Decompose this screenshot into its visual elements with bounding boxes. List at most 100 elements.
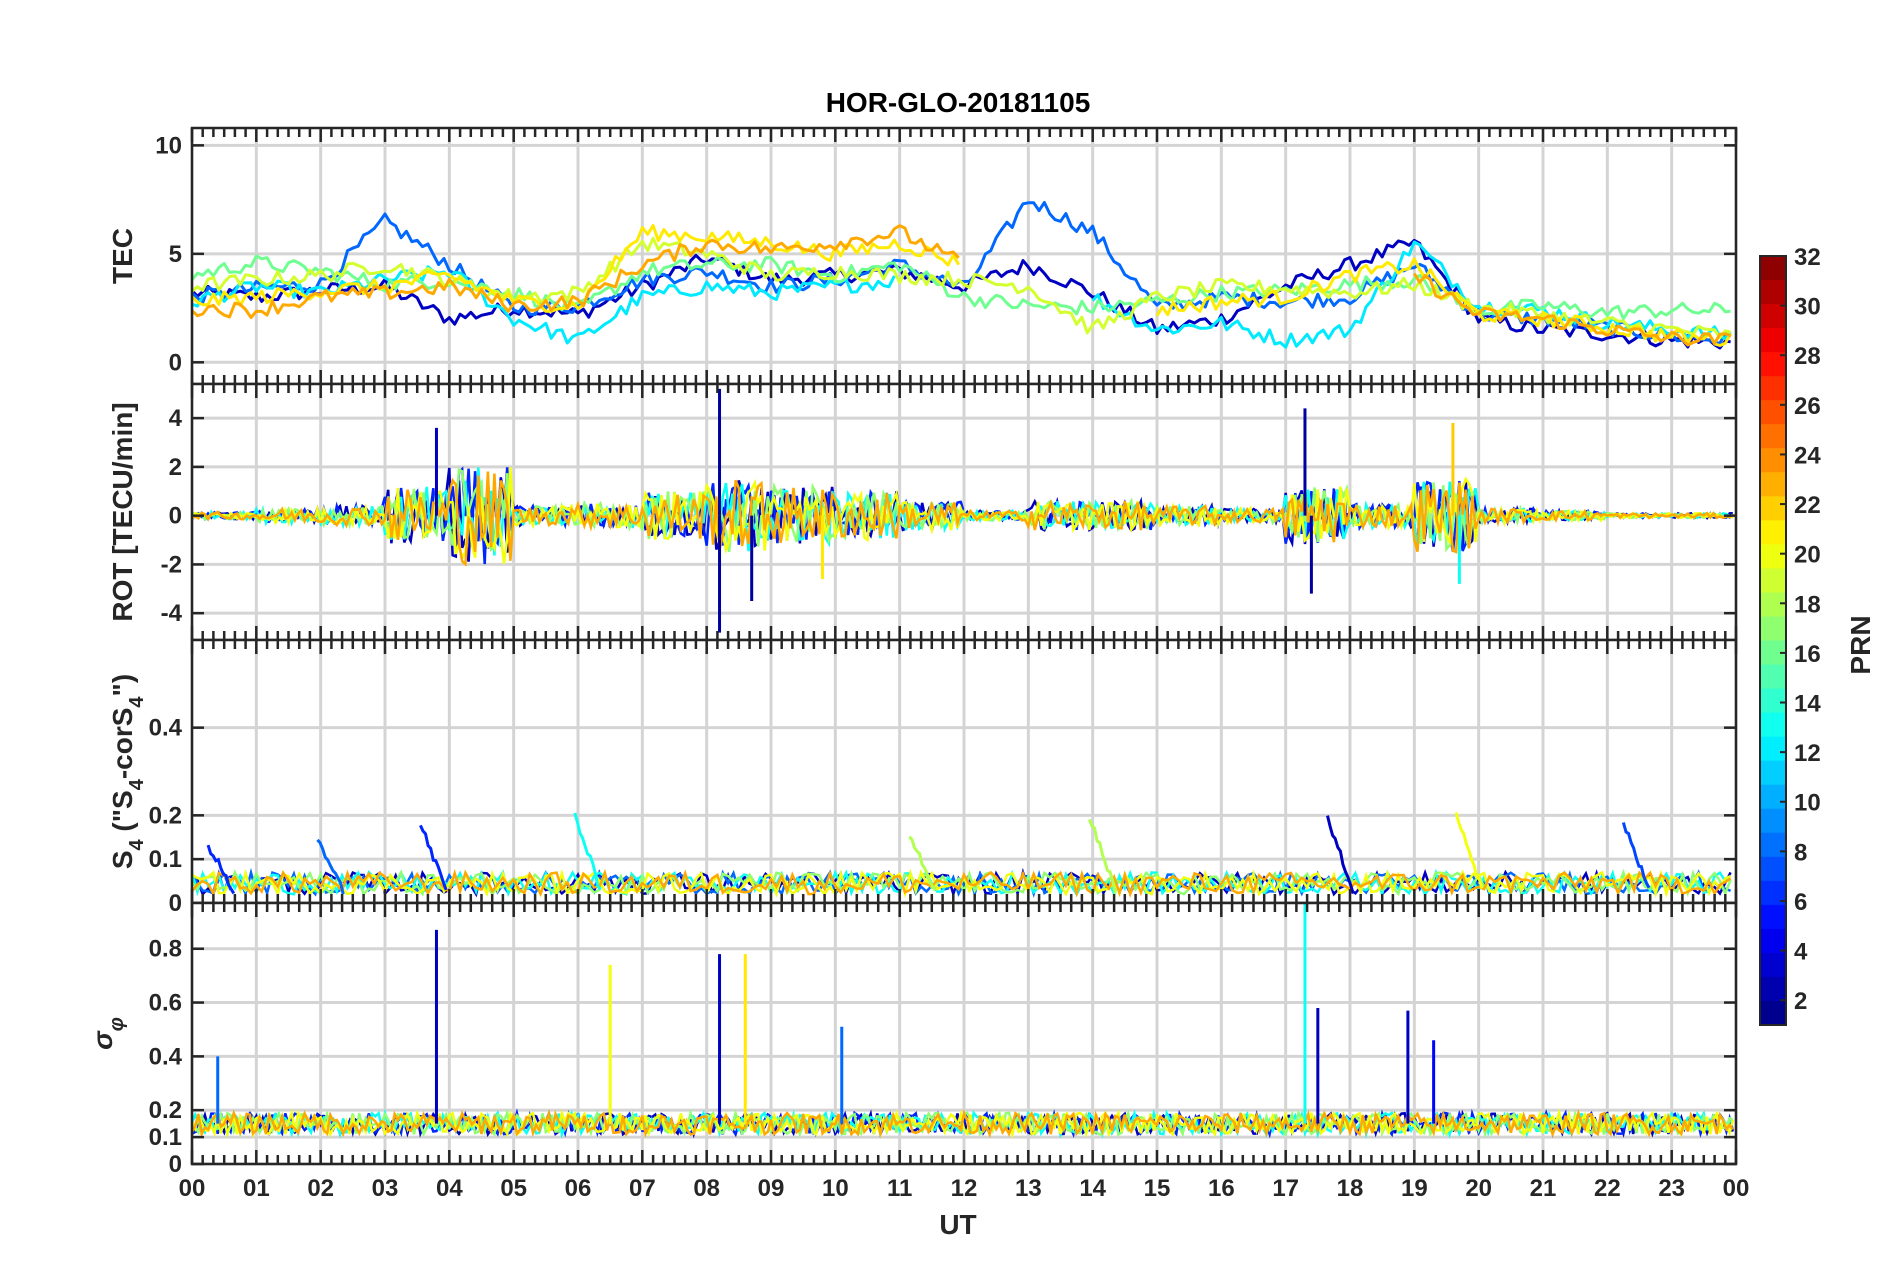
y-tick-label: -2 xyxy=(161,551,182,578)
colorbar-segment xyxy=(1760,976,1786,1002)
x-tick-label: 04 xyxy=(436,1175,463,1202)
colorbar-tick-label: 18 xyxy=(1794,591,1821,618)
x-tick-label: 14 xyxy=(1079,1175,1106,1202)
panel-S4: 0 0.1 0.2 0.4S4 ("S4-corS4") xyxy=(107,638,1738,917)
s4-peak xyxy=(573,812,602,891)
x-tick-label: 03 xyxy=(372,1175,399,1202)
x-tick-label: 05 xyxy=(500,1175,527,1202)
x-tick-label: 19 xyxy=(1401,1175,1428,1202)
chart-title: HOR-GLO-20181105 xyxy=(826,87,1091,118)
x-tick-marks xyxy=(190,128,1738,384)
colorbar-segment xyxy=(1760,760,1786,786)
y-axis-title: ROT [TECU/min] xyxy=(107,402,138,621)
series-line-prn-23 xyxy=(192,224,1732,347)
y-axis-title: σφ xyxy=(87,1017,128,1050)
colorbar-segment xyxy=(1760,256,1786,281)
colorbar-tick-label: 16 xyxy=(1794,641,1821,668)
y-tick-label: 0 xyxy=(169,503,182,530)
colorbar-tick-label: 26 xyxy=(1794,393,1821,420)
colorbar-segment xyxy=(1760,928,1786,954)
x-tick-label: 08 xyxy=(693,1175,720,1202)
colorbar-tick-label: 32 xyxy=(1794,244,1821,271)
series-line-prn-23 xyxy=(192,1108,1734,1139)
series-line-prn-23 xyxy=(192,471,1734,567)
y-tick-label: 0.1 xyxy=(149,1124,182,1151)
colorbar-tick-label: 8 xyxy=(1794,839,1807,866)
colorbar-tick-label: 20 xyxy=(1794,542,1821,569)
x-tick-label: 02 xyxy=(307,1175,334,1202)
s4-peak xyxy=(316,838,345,895)
s4-peak xyxy=(206,844,236,895)
colorbar-tick-label: 22 xyxy=(1794,492,1821,519)
y-tick-label: 0 xyxy=(169,890,182,917)
y-tick-label: 2 xyxy=(169,454,182,481)
data-lines xyxy=(192,201,1732,350)
x-tick-label: 17 xyxy=(1272,1175,1299,1202)
colorbar-tick-label: 2 xyxy=(1794,988,1807,1015)
x-tick-label: 16 xyxy=(1208,1175,1235,1202)
y-axis-title: S4 ("S4-corS4") xyxy=(107,674,148,869)
s4-peak xyxy=(1326,815,1355,895)
s4-peak xyxy=(1088,818,1117,894)
colorbar-segment xyxy=(1760,832,1786,858)
panel-TEC: 0 5 10 TEC xyxy=(107,126,1738,386)
colorbar-segment xyxy=(1760,952,1786,978)
y-tick-label: 0 xyxy=(169,349,182,376)
colorbar-tick-label: 12 xyxy=(1794,740,1821,767)
colorbar-segment xyxy=(1760,376,1786,401)
colorbar-segment xyxy=(1760,856,1786,882)
colorbar-segment xyxy=(1760,736,1786,762)
y-axis-title: TEC xyxy=(107,228,138,284)
x-tick-label: 22 xyxy=(1594,1175,1621,1202)
panel-ROT: -4 -2 0 2 4 ROT [TECU/min] xyxy=(107,382,1738,642)
colorbar-segment xyxy=(1760,304,1786,329)
y-tick-label: 0.6 xyxy=(149,990,182,1017)
x-tick-label: 15 xyxy=(1144,1175,1171,1202)
x-tick-label: 21 xyxy=(1530,1175,1557,1202)
x-tick-label: 00 xyxy=(1723,1175,1750,1202)
colorbar-segment xyxy=(1760,424,1786,449)
s4-peak xyxy=(1454,812,1484,889)
colorbar-segment xyxy=(1760,352,1786,377)
colorbar-segment xyxy=(1760,664,1786,690)
colorbar-tick-label: 14 xyxy=(1794,691,1821,718)
data-lines xyxy=(192,903,1735,1140)
x-tick-marks xyxy=(190,384,1738,640)
colorbar-segment xyxy=(1760,568,1786,594)
s4-peak xyxy=(1621,822,1651,889)
colorbar-tick-label: 28 xyxy=(1794,343,1821,370)
y-tick-label: -4 xyxy=(161,600,183,627)
x-tick-label: 20 xyxy=(1465,1175,1492,1202)
colorbar-segment xyxy=(1760,544,1786,570)
x-tick-label: 07 xyxy=(629,1175,656,1202)
s4-peak xyxy=(419,824,448,891)
colorbar-segment xyxy=(1760,784,1786,810)
y-tick-label: 4 xyxy=(169,405,183,432)
colorbar-segment xyxy=(1760,520,1786,545)
x-tick-marks xyxy=(190,903,1738,1164)
x-tick-label: 06 xyxy=(565,1175,592,1202)
colorbar-frame xyxy=(1759,255,1787,1026)
x-axis-title: UT xyxy=(939,1209,976,1240)
x-tick-label: 10 xyxy=(822,1175,849,1202)
colorbar-tick-label: 6 xyxy=(1794,889,1807,916)
colorbar-segment xyxy=(1760,592,1786,618)
y-tick-label: 10 xyxy=(155,132,182,159)
x-tick-label: 00 xyxy=(179,1175,206,1202)
x-axis: 00 01 02 03 04 05 06 07 08 09 10 11 12 13 14 15 16 17 18 19… xyxy=(179,1175,1750,1202)
panel-sigma_phi: 00.10.2 0.4 0.6 0.8 σφ xyxy=(87,901,1738,1178)
x-tick-label: 12 xyxy=(951,1175,978,1202)
colorbar-tick-label: 10 xyxy=(1794,790,1821,817)
series-line-prn-13 xyxy=(192,467,1734,556)
colorbar-segment xyxy=(1760,448,1786,473)
colorbar-segment xyxy=(1760,688,1786,714)
y-tick-label: 0 xyxy=(169,1151,182,1178)
colorbar-tick-label: 24 xyxy=(1794,442,1821,469)
colorbar-segment xyxy=(1760,328,1786,353)
x-tick-label: 13 xyxy=(1015,1175,1042,1202)
colorbar-tick-label: 4 xyxy=(1794,939,1808,966)
colorbar-label: PRN xyxy=(1845,615,1876,674)
y-tick-label: 0.1 xyxy=(149,846,182,873)
